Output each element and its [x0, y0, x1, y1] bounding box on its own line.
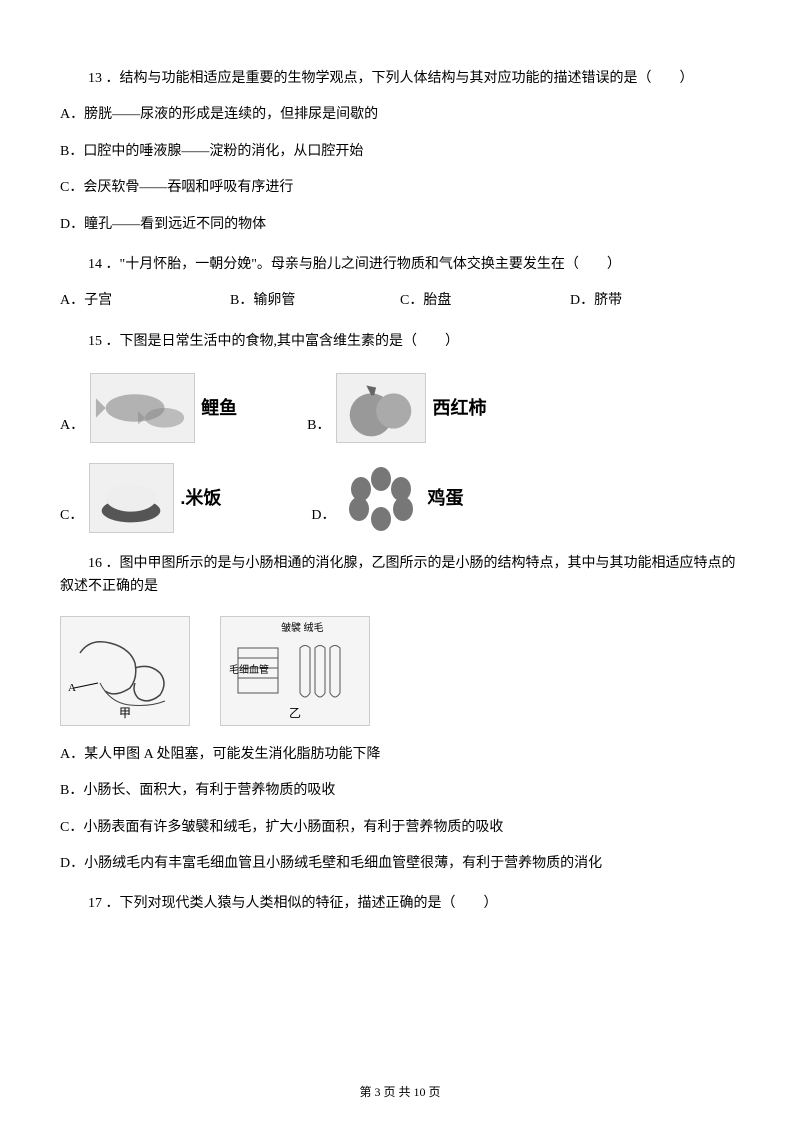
- q14-option-d: D．脐带: [570, 290, 740, 312]
- q16-diagrams: A 甲 皱襞 绒毛 毛细血管 乙: [60, 616, 740, 726]
- q16-anno1: 皱襞 绒毛: [281, 621, 324, 637]
- q13-option-b: B．口腔中的唾液腺——淀粉的消化，从口腔开始: [60, 141, 740, 163]
- q16-diagram-jia: A 甲: [60, 616, 190, 726]
- q13-option-a: A．膀胱——尿液的形成是连续的，但排尿是间歇的: [60, 104, 740, 126]
- q14-options: A．子宫 B．输卵管 C．胎盘 D．脐带: [60, 290, 740, 312]
- q16-diagram-jia-label: 甲: [119, 704, 131, 723]
- q17-stem: 17 ．下列对现代类人猿与人类相似的特征，描述正确的是（ ）: [60, 893, 740, 915]
- q15-a-letter: A．: [60, 415, 84, 443]
- q14-stem: 14 ．"十月怀胎，一朝分娩"。母亲与胎儿之间进行物质和气体交换主要发生在（ ）: [60, 254, 740, 276]
- tomato-image: [336, 373, 426, 443]
- q15-row2: C． .米饭 D． 鸡: [60, 463, 740, 533]
- q14-option-a: A．子宫: [60, 290, 230, 312]
- q15-b-label: 西红柿: [432, 394, 486, 423]
- q16-option-b: B．小肠长、面积大，有利于营养物质的吸收: [60, 780, 740, 802]
- q16-option-d: D．小肠绒毛内有丰富毛细血管且小肠绒毛壁和毛细血管壁很薄，有利于营养物质的消化: [60, 853, 740, 875]
- q16-option-a: A．某人甲图 A 处阻塞，可能发生消化脂肪功能下降: [60, 744, 740, 766]
- page-footer: 第 3 页 共 10 页: [0, 1083, 800, 1102]
- q15-d-letter: D．: [311, 505, 335, 533]
- q13-option-d: D．瞳孔——看到远近不同的物体: [60, 214, 740, 236]
- q15-option-c: C． .米饭: [60, 463, 221, 533]
- q15-a-label: 鲤鱼: [201, 394, 237, 423]
- q13-option-c: C．会厌软骨——吞咽和呼吸有序进行: [60, 177, 740, 199]
- q16-diagram-yi-label: 乙: [289, 704, 301, 723]
- q16-stem: 16 ．图中甲图所示的是与小肠相通的消化腺，乙图所示的是小肠的结构特点，其中与其…: [60, 553, 740, 598]
- eggs-image: [341, 463, 421, 533]
- q15-row1: A． 鲤鱼 B． 西红柿: [60, 373, 740, 443]
- q15-stem: 15 ．下图是日常生活中的食物,其中富含维生素的是（ ）: [60, 331, 740, 353]
- q14-option-b: B．输卵管: [230, 290, 400, 312]
- rice-image: [89, 463, 174, 533]
- q15-option-d: D． 鸡蛋: [311, 463, 463, 533]
- q15-b-letter: B．: [307, 415, 330, 443]
- q14-option-c: C．胎盘: [400, 290, 570, 312]
- q16-diagram-yi: 皱襞 绒毛 毛细血管 乙: [220, 616, 370, 726]
- q15-option-b: B． 西红柿: [307, 373, 486, 443]
- q16-option-c: C．小肠表面有许多皱襞和绒毛，扩大小肠面积，有利于营养物质的吸收: [60, 817, 740, 839]
- q15-c-letter: C．: [60, 505, 83, 533]
- carp-image: [90, 373, 195, 443]
- q15-c-label: .米饭: [180, 484, 221, 513]
- q15-d-label: 鸡蛋: [427, 484, 463, 513]
- q16-anno2: 毛细血管: [229, 663, 269, 679]
- q13-stem: 13 ．结构与功能相适应是重要的生物学观点，下列人体结构与其对应功能的描述错误的…: [60, 68, 740, 90]
- q15-option-a: A． 鲤鱼: [60, 373, 237, 443]
